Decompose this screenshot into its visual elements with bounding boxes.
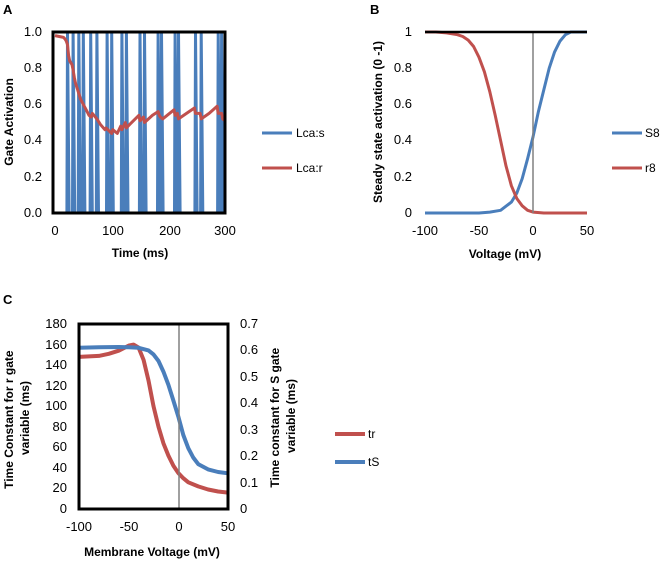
panel-b-xtick-label: -50 (470, 223, 489, 238)
panel-a-ytick-label: 0.8 (24, 60, 42, 75)
panel-b-ytick-label: 0.8 (394, 60, 412, 75)
panel-a-plot-frame (51, 30, 227, 215)
panel-c-legend-label-ts: tS (368, 455, 379, 469)
panel-a-xtick-label: 200 (159, 223, 181, 238)
panel-c-right-y-axis-title-line-2: variable (ms) (284, 379, 298, 453)
panel-c-left-ytick-label: 60 (53, 439, 67, 454)
panel-c-left-ytick-label: 140 (45, 357, 67, 372)
panel-b-ytick-label: 0.2 (394, 169, 412, 184)
panel-b-ytick-label: 0 (405, 205, 412, 220)
panel-c-right-ytick-label: 0.4 (240, 395, 258, 410)
panel-c-right-ytick-label: 0.7 (240, 316, 258, 331)
panel-c-plot-frame (77, 322, 230, 511)
panel-a-ytick-label: 1.0 (24, 24, 42, 39)
panel-c-right-y-axis-title-line-1: Time constant for S gate (268, 347, 282, 487)
panel-b-legend-label-r8: r8 (645, 161, 656, 175)
panel-a-x-axis-title: Time (ms) (112, 246, 168, 260)
panel-c-left-ytick-label: 160 (45, 337, 67, 352)
panel-b-ytick-label: 0.6 (394, 96, 412, 111)
panel-a-series-lca-r (54, 34, 226, 135)
panel-c-left-y-axis-title-line-1: Time Constant for r gate (2, 350, 16, 489)
panel-a-y-axis-title: Gate Activation (2, 78, 16, 166)
panel-b-ytick-label: 1 (405, 24, 412, 39)
panel-c-right-ytick-label: 0.2 (240, 448, 258, 463)
panel-c-xtick-label: -100 (66, 519, 92, 534)
panel-c-xtick-label: -50 (120, 519, 139, 534)
panel-b-series-s8 (425, 30, 587, 215)
panel-b-xtick-label: -100 (412, 223, 438, 238)
panel-b-series-r8 (425, 30, 587, 215)
panel-a-ytick-label: 0.0 (24, 205, 42, 220)
panel-a-xtick-label: 0 (51, 223, 58, 238)
panel-a-legend-label-lca-s: Lca:s (296, 126, 325, 140)
panel-b-y-axis-title: Steady state activation (0 -1) (371, 41, 385, 203)
panel-a-xtick-label: 300 (214, 223, 236, 238)
panel-c-series-ts (78, 345, 229, 476)
panel-c-right-ytick-label: 0.3 (240, 422, 258, 437)
panel-a: A 1.0 0.8 0.6 0.4 0.2 0.0 0 100 200 300 … (2, 2, 325, 260)
panel-c-left-ytick-label: 100 (45, 398, 67, 413)
panel-a-ytick-label: 0.4 (24, 132, 42, 147)
panel-c-left-ytick-label: 180 (45, 316, 67, 331)
panel-c-x-axis-title: Membrane Voltage (mV) (84, 545, 220, 559)
panel-c-left-y-axis-title: Time Constant for r gate variable (ms) (2, 347, 32, 489)
panel-c-label: C (3, 292, 13, 307)
panel-a-xtick-label: 100 (102, 223, 124, 238)
panel-c-left-ytick-label: 40 (53, 460, 67, 475)
panel-c-left-ytick-label: 0 (60, 501, 67, 516)
panel-b-legend-label-s8: S8 (645, 126, 660, 140)
panel-a-ytick-label: 0.6 (24, 96, 42, 111)
panel-c: C 180 160 140 120 100 80 60 40 20 0 0.7 … (2, 292, 379, 559)
panel-b: B 1 0.8 0.6 0.4 0.2 0 -100 -50 0 50 Volt… (370, 2, 660, 261)
panel-a-series-lca-s (55, 30, 225, 215)
panel-c-left-ytick-label: 20 (53, 480, 67, 495)
panel-c-right-y-axis-title: Time constant for S gate variable (ms) (268, 344, 298, 487)
panel-a-legend-label-lca-r: Lca:r (296, 161, 323, 175)
panel-a-label: A (3, 2, 13, 17)
panel-c-right-ytick-label: 0.1 (240, 475, 258, 490)
panel-c-right-ytick-label: 0 (240, 501, 247, 516)
panel-c-left-ytick-label: 80 (53, 419, 67, 434)
panel-a-series (54, 30, 226, 215)
panel-b-xtick-label: 0 (529, 223, 536, 238)
panel-c-right-ytick-label: 0.5 (240, 369, 258, 384)
panel-b-x-axis-title: Voltage (mV) (469, 247, 541, 261)
panel-b-label: B (370, 2, 379, 17)
panel-c-right-ytick-label: 0.6 (240, 342, 258, 357)
panel-c-xtick-label: 0 (175, 519, 182, 534)
panel-b-ytick-label: 0.4 (394, 132, 412, 147)
panel-a-ytick-label: 0.2 (24, 169, 42, 184)
panel-c-left-y-axis-title-line-2: variable (ms) (18, 381, 32, 455)
panel-b-xtick-label: 50 (580, 223, 594, 238)
panel-c-series-tr (78, 342, 229, 495)
panel-c-legend-label-tr: tr (368, 427, 375, 441)
panel-b-series (425, 30, 587, 215)
panel-c-left-ytick-label: 120 (45, 378, 67, 393)
panel-c-series (78, 342, 229, 495)
panel-c-xtick-label: 50 (221, 519, 235, 534)
